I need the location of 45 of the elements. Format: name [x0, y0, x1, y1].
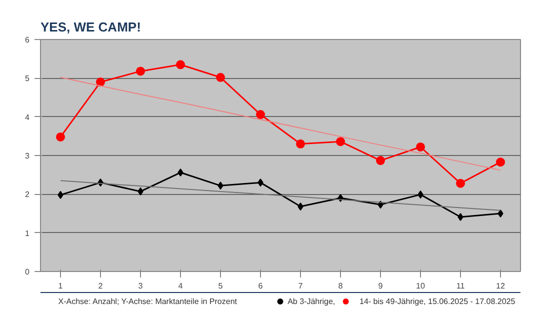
point — [336, 137, 345, 146]
text: X-Achse: Anzahl; Y-Achse: Marktanteile in Prozent — [58, 297, 238, 306]
point — [96, 78, 105, 87]
point — [58, 190, 64, 199]
point — [256, 110, 265, 120]
x-tick-label: 4 — [178, 282, 184, 290]
point — [376, 156, 385, 166]
legend-label: Ab 3-Jährige, — [288, 297, 336, 306]
x-tick-label: 1 — [58, 282, 64, 290]
x-tick-label: 8 — [338, 282, 344, 290]
y-tick-label: 5 — [25, 74, 30, 84]
point — [136, 66, 145, 76]
point — [178, 168, 184, 177]
point — [258, 178, 264, 187]
point — [218, 182, 224, 190]
y-tick-label: 0 — [25, 268, 30, 276]
point — [458, 212, 464, 221]
x-tick-label: 5 — [218, 282, 224, 290]
legend-label: 14- bis 49-Jährige, 15.06.2025 - 17.08.2025 — [360, 297, 516, 306]
x-tick-label: 12 — [496, 282, 506, 290]
y-tick-label: 1 — [25, 228, 30, 238]
x-tick-label: 6 — [258, 282, 264, 290]
x-tick-label: 3 — [138, 282, 144, 290]
chart-title: YES, WE CAMP! — [40, 20, 141, 34]
y-tick-label: 2 — [25, 190, 30, 200]
line-series — [60, 76, 501, 171]
x-tick-label: 9 — [378, 282, 384, 290]
point — [296, 139, 305, 148]
x-tick-label: 10 — [416, 282, 426, 290]
point — [416, 142, 425, 152]
point — [138, 187, 144, 196]
point — [56, 132, 65, 142]
point — [418, 190, 424, 199]
x-tick-label: 11 — [456, 282, 466, 290]
point — [298, 202, 304, 211]
point — [498, 210, 504, 218]
y-tick-label: 4 — [25, 112, 30, 122]
y-tick-label: 6 — [25, 36, 30, 44]
point — [216, 72, 225, 82]
y-tick-label: 3 — [25, 152, 30, 160]
point — [456, 178, 465, 188]
point — [176, 60, 185, 70]
x-tick-label: 7 — [298, 282, 304, 290]
x-tick-label: 2 — [98, 282, 104, 290]
point — [496, 158, 505, 167]
